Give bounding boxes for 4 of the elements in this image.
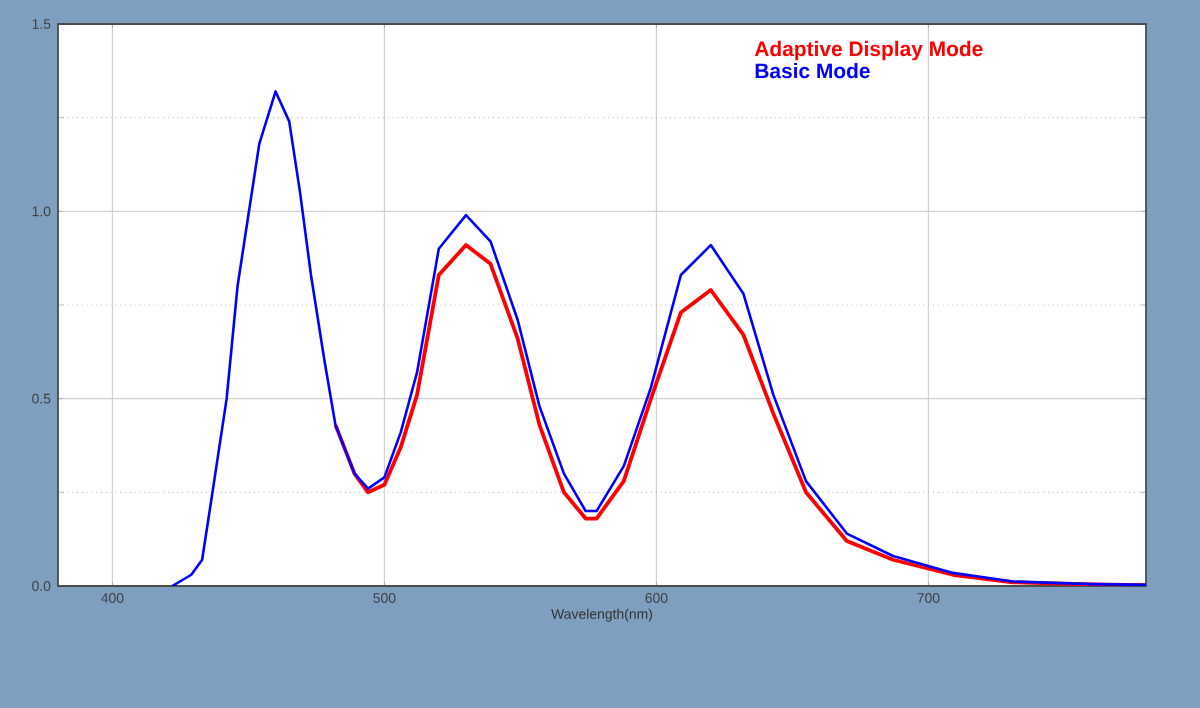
line-series: [170, 90, 1147, 586]
line-series: [333, 243, 1147, 586]
text: Adaptive Display Mode: [754, 40, 983, 61]
text: Basic Mode: [755, 62, 870, 79]
